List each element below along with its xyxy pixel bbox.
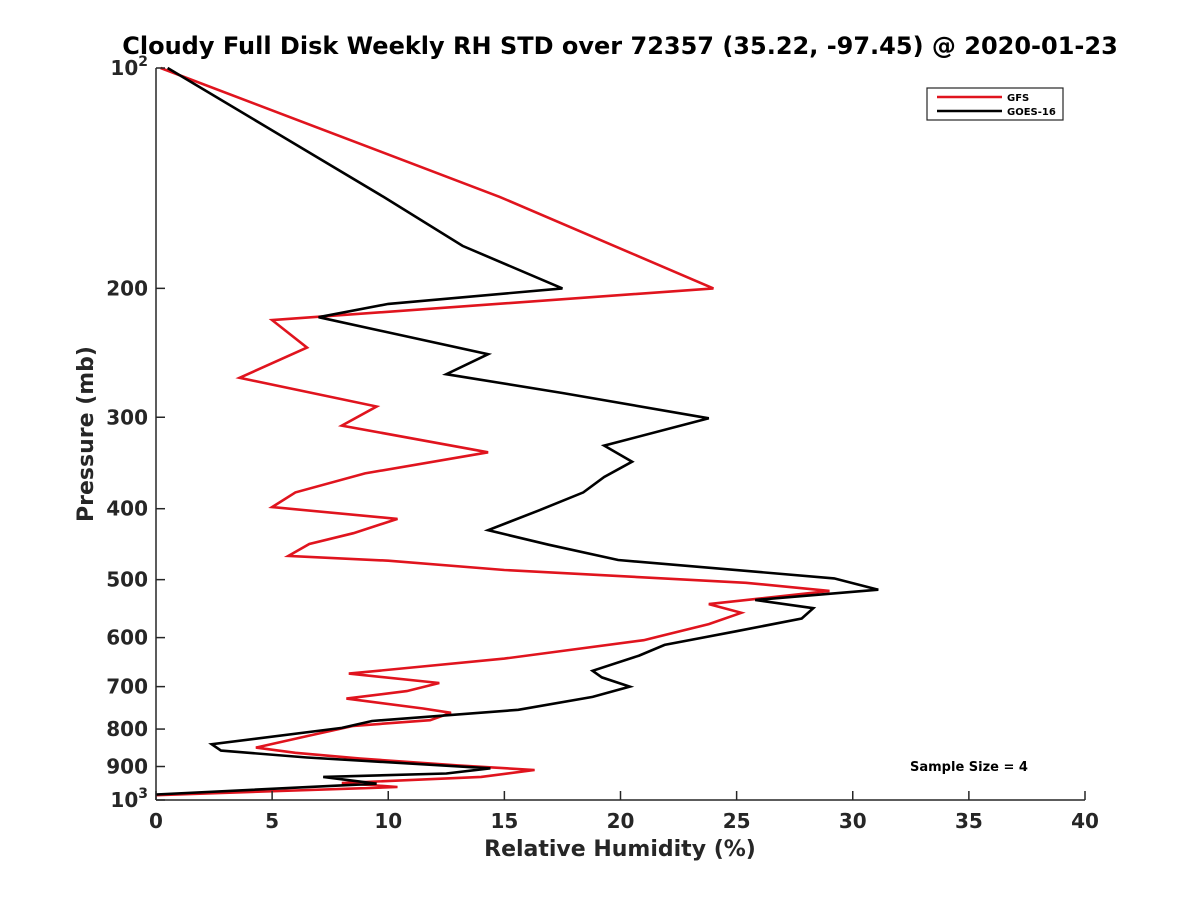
- plot-area: 0 5 10 15 20 25 30 35 40 10220030040050060070080…: [106, 54, 1099, 833]
- legend-box: [926, 87, 1064, 121]
- chart-title: Cloudy Full Disk Weekly RH STD over 7235…: [122, 32, 1118, 60]
- series-line-goes-16: [155, 66, 879, 796]
- x-tick-label: 40: [1071, 809, 1099, 833]
- x-tick-label: 10: [374, 809, 402, 833]
- y-tick-label: 700: [106, 675, 148, 699]
- x-tick-label: 15: [490, 809, 518, 833]
- y-tick-label: 600: [106, 626, 148, 650]
- x-tick-label: 30: [839, 809, 867, 833]
- x-tick-label: 0: [149, 809, 163, 833]
- x-tick-label: 20: [607, 809, 635, 833]
- y-tick-label: 500: [106, 568, 148, 592]
- x-axis-label: Relative Humidity (%): [484, 837, 756, 862]
- legend-label-goes-16: GOES-16: [1007, 107, 1056, 118]
- y-tick-label: 900: [106, 755, 148, 779]
- x-tick-label: 25: [723, 809, 751, 833]
- legend: GFS GOES-16: [926, 87, 1064, 121]
- y-tick-label: 400: [106, 497, 148, 521]
- sample-size-annotation: Sample Size = 4: [910, 760, 1028, 775]
- y-axis-label: Pressure (mb): [74, 346, 99, 522]
- y-tick-label: 300: [106, 405, 148, 429]
- y-tick-label: 200: [106, 276, 148, 300]
- series-layer: [155, 66, 879, 797]
- legend-label-gfs: GFS: [1007, 93, 1029, 104]
- x-tick-label: 5: [265, 809, 279, 833]
- x-tick-label: 35: [955, 809, 983, 833]
- x-axis-ticks: 0 5 10 15 20 25 30 35 40: [149, 791, 1099, 833]
- y-tick-label: 800: [106, 717, 148, 741]
- series-line-gfs: [155, 66, 830, 797]
